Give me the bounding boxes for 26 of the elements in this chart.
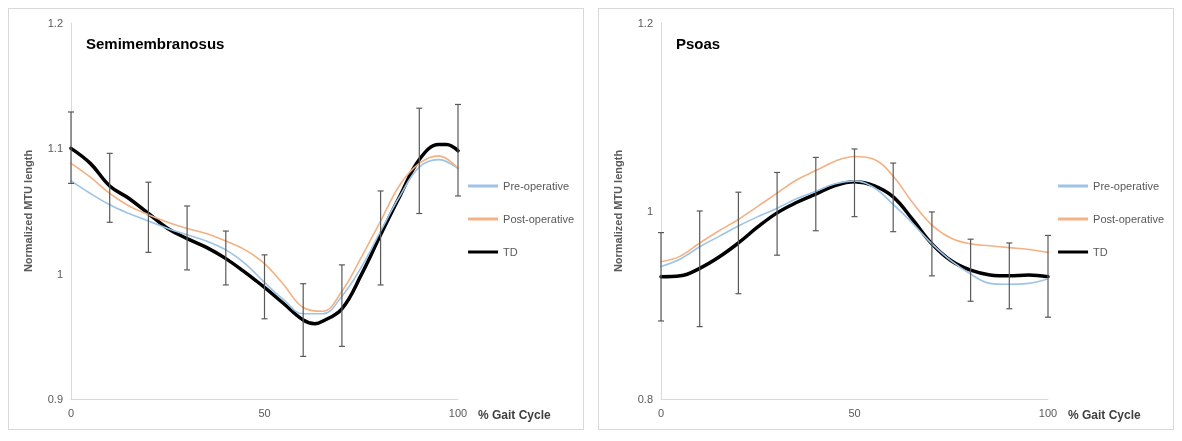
x-tick-label: 50	[258, 406, 271, 419]
y-axis-title: Normalized MTU length	[21, 149, 34, 273]
text: Semimembranosus	[86, 35, 225, 52]
x-tick-label: 50	[848, 406, 861, 419]
y-tick-label: 1.2	[637, 17, 653, 29]
x-tick-label: 0	[67, 406, 75, 419]
x-tick-label: 100	[448, 406, 468, 419]
y-tick-label: 1.2	[47, 17, 63, 29]
x-axis-title: % Gait Cycle	[1068, 408, 1142, 422]
y-tick-label: 0.8	[637, 393, 653, 405]
legend-label: Post-operative	[1093, 213, 1165, 225]
legend-label: Pre-operative	[1093, 180, 1160, 192]
y-tick-label: 0.9	[47, 393, 63, 405]
legend-label: TD	[503, 246, 518, 258]
legend-label: TD	[1093, 246, 1108, 258]
line-series	[660, 155, 1049, 263]
y-axis-title: Normalized MTU length	[611, 149, 624, 273]
y-tick-label: 1.1	[47, 142, 63, 155]
x-tick-label: 0	[657, 406, 665, 419]
y-tick-label: 1	[56, 267, 63, 280]
legend-label: Post-operative	[503, 213, 575, 225]
x-tick-label: 100	[1038, 406, 1058, 419]
legend-label: Pre-operative	[503, 180, 570, 192]
text: Psoas	[676, 35, 721, 52]
y-tick-label: 1	[646, 205, 653, 217]
x-axis-title: % Gait Cycle	[478, 408, 552, 422]
